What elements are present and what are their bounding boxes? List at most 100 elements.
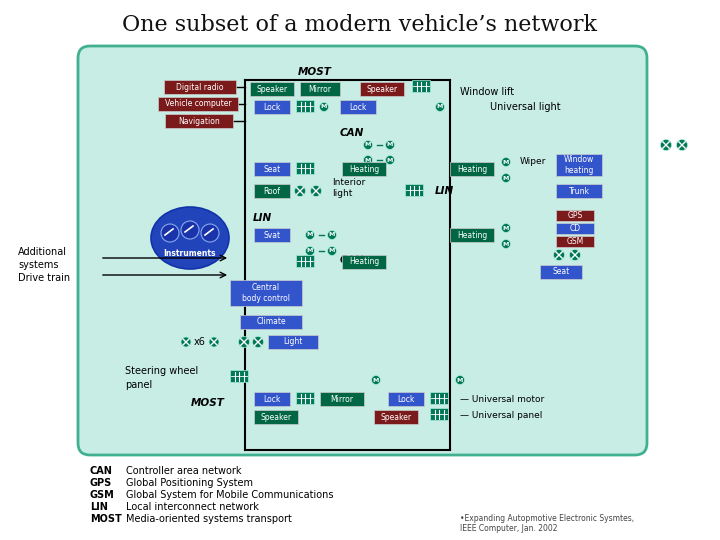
Circle shape xyxy=(502,158,510,166)
Bar xyxy=(556,236,594,247)
Text: Lock: Lock xyxy=(264,103,281,111)
Text: •Expanding Autopmotive Electronic Sysmtes,
IEEE Computer, Jan. 2002: •Expanding Autopmotive Electronic Sysmte… xyxy=(460,514,634,534)
Text: Digital radio: Digital radio xyxy=(176,83,224,91)
Circle shape xyxy=(161,224,179,242)
Circle shape xyxy=(305,246,315,255)
Bar xyxy=(230,280,302,306)
Bar xyxy=(388,392,424,406)
Text: Heating: Heating xyxy=(457,231,487,240)
Text: M: M xyxy=(503,226,509,231)
Bar xyxy=(164,80,236,94)
Bar xyxy=(296,100,314,112)
Text: Wiper: Wiper xyxy=(520,158,546,166)
Text: Trunk: Trunk xyxy=(569,186,590,195)
Text: Additional
systems
Drive train: Additional systems Drive train xyxy=(18,247,70,283)
Bar xyxy=(556,223,594,234)
Text: M: M xyxy=(329,248,336,253)
Bar xyxy=(254,162,290,176)
Text: Svat: Svat xyxy=(264,231,281,240)
Text: M: M xyxy=(456,377,463,382)
Text: GPS: GPS xyxy=(567,211,582,220)
Bar xyxy=(254,100,290,114)
Circle shape xyxy=(320,103,328,111)
Text: Heating: Heating xyxy=(349,165,379,173)
Circle shape xyxy=(502,224,510,233)
Text: Global Positioning System: Global Positioning System xyxy=(126,478,253,488)
Text: M: M xyxy=(329,233,336,238)
Text: Controller area network: Controller area network xyxy=(126,466,241,476)
Text: Roof: Roof xyxy=(264,186,281,195)
Bar xyxy=(540,265,582,279)
Circle shape xyxy=(554,249,564,260)
Circle shape xyxy=(328,231,336,240)
Text: — Universal panel: — Universal panel xyxy=(460,410,542,420)
Text: Seat: Seat xyxy=(552,267,570,276)
Circle shape xyxy=(181,221,199,239)
Text: M: M xyxy=(503,176,509,180)
Text: Media-oriented systems transport: Media-oriented systems transport xyxy=(126,514,292,524)
Bar xyxy=(450,162,494,176)
Text: M: M xyxy=(387,158,393,163)
Text: CAN: CAN xyxy=(90,466,113,476)
Text: M: M xyxy=(321,105,327,110)
Circle shape xyxy=(372,375,380,384)
Text: M: M xyxy=(373,377,379,382)
Text: Light: Light xyxy=(283,338,302,347)
Circle shape xyxy=(570,249,580,260)
Text: M: M xyxy=(503,159,509,165)
Bar xyxy=(296,392,314,404)
Text: M: M xyxy=(503,241,509,246)
Text: Speaker: Speaker xyxy=(380,413,412,422)
Bar xyxy=(342,162,386,176)
Circle shape xyxy=(209,337,219,347)
Circle shape xyxy=(328,246,336,255)
Text: GSM: GSM xyxy=(567,237,584,246)
Text: MOST: MOST xyxy=(90,514,122,524)
Circle shape xyxy=(385,156,395,165)
Circle shape xyxy=(201,224,219,242)
Text: CAN: CAN xyxy=(340,128,364,138)
Text: M: M xyxy=(437,105,444,110)
Text: Speaker: Speaker xyxy=(261,413,292,422)
Bar xyxy=(430,392,448,404)
Text: Mirror: Mirror xyxy=(330,395,354,403)
Text: Local interconnect network: Local interconnect network xyxy=(126,502,259,512)
Bar xyxy=(254,392,290,406)
Bar xyxy=(342,255,386,269)
Text: M: M xyxy=(307,248,313,253)
Bar xyxy=(254,410,298,424)
Circle shape xyxy=(294,186,305,197)
Bar xyxy=(165,114,233,128)
Text: Global System for Mobile Communications: Global System for Mobile Communications xyxy=(126,490,333,500)
Bar xyxy=(254,228,290,242)
Text: Lock: Lock xyxy=(397,395,415,403)
Text: MOST: MOST xyxy=(298,67,332,77)
Text: Vehicle computer: Vehicle computer xyxy=(165,99,231,109)
Bar xyxy=(430,408,448,420)
Bar xyxy=(450,228,494,242)
Text: CD: CD xyxy=(570,224,580,233)
Text: M: M xyxy=(387,143,393,147)
Bar xyxy=(320,392,364,406)
Text: M: M xyxy=(365,143,372,147)
Circle shape xyxy=(310,186,322,197)
Circle shape xyxy=(238,336,250,348)
FancyBboxPatch shape xyxy=(78,46,647,455)
Bar xyxy=(296,255,314,267)
Bar xyxy=(250,82,294,96)
Text: GSM: GSM xyxy=(90,490,114,500)
Text: Lock: Lock xyxy=(349,103,366,111)
Circle shape xyxy=(364,140,372,150)
Text: Window lift: Window lift xyxy=(460,87,514,97)
Text: LIN: LIN xyxy=(435,186,454,196)
Text: Window
heating: Window heating xyxy=(564,156,594,175)
Bar xyxy=(158,97,238,111)
Bar xyxy=(300,82,340,96)
Text: LIN: LIN xyxy=(90,502,108,512)
Bar xyxy=(556,210,594,221)
Bar xyxy=(254,184,290,198)
Text: Speaker: Speaker xyxy=(366,84,397,93)
Text: Seat: Seat xyxy=(264,165,281,173)
Text: Steering wheel
panel: Steering wheel panel xyxy=(125,367,198,389)
Text: CAN: CAN xyxy=(340,255,364,265)
